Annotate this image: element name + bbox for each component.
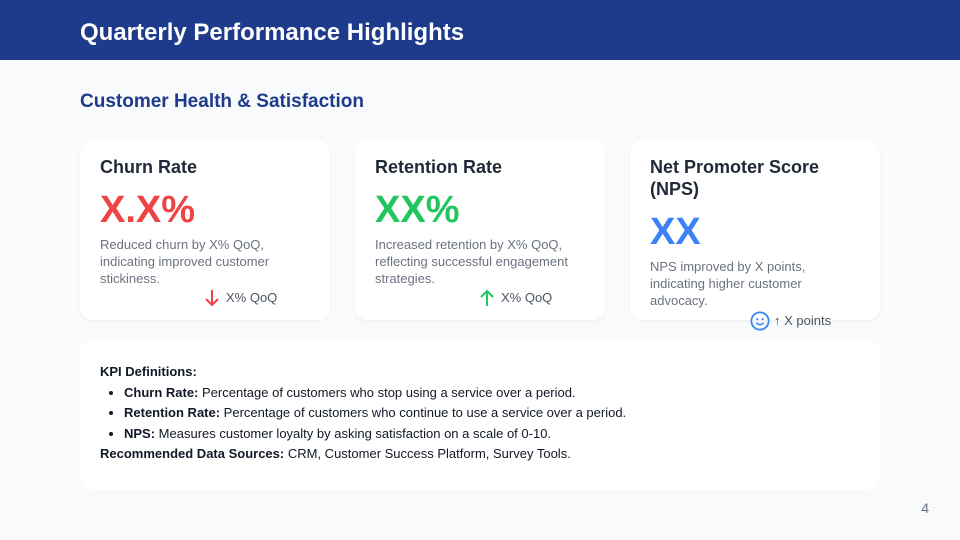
card-value: X.X% xyxy=(100,189,196,231)
trend-text: X% QoQ xyxy=(226,290,278,305)
kpi-definitions: KPI Definitions: Churn Rate: Percentage … xyxy=(80,340,880,490)
slide-title: Quarterly Performance Highlights xyxy=(80,19,465,46)
card-description: Increased retention by X% QoQ, reflectin… xyxy=(375,237,568,286)
card-title: Net Promoter Score (NPS) xyxy=(650,157,820,199)
smiley-icon xyxy=(750,311,770,331)
card-title: Churn Rate xyxy=(100,157,198,177)
sources-label: Recommended Data Sources: xyxy=(100,446,285,461)
retention-card: Retention Rate XX% Increased retention b… xyxy=(355,140,605,320)
nps-card: Net Promoter Score (NPS) XX NPS improved… xyxy=(630,140,880,331)
definition-term: Retention Rate: xyxy=(124,405,221,420)
card-trend: X% QoQ xyxy=(479,289,585,307)
card-trend: ↑ X points xyxy=(750,311,860,331)
churn-card: Churn Rate X.X% Reduced churn by X% QoQ,… xyxy=(80,140,330,320)
card-description: NPS improved by X points, indicating hig… xyxy=(650,259,806,308)
trend-text: ↑ X points xyxy=(774,313,832,328)
header: Quarterly Performance Highlights xyxy=(0,0,960,60)
definition-text: Percentage of customers who stop using a… xyxy=(198,384,576,400)
definition-term: NPS: xyxy=(124,425,156,441)
definition-item: Churn Rate: Percentage of customers who … xyxy=(124,383,860,404)
card-description: Reduced churn by X% QoQ, indicating impr… xyxy=(100,237,270,286)
card-value: XX xyxy=(650,211,701,253)
page-number: 4 xyxy=(921,500,929,516)
section-title: Customer Health & Satisfaction xyxy=(80,91,364,112)
trend-text: X% QoQ xyxy=(501,290,553,305)
definition-item: NPS: Measures customer loyalty by asking… xyxy=(124,424,860,445)
definition-item: Retention Rate: Percentage of customers … xyxy=(124,403,860,424)
data-sources: Recommended Data Sources: CRM, Customer … xyxy=(100,444,860,465)
definitions-heading: KPI Definitions: xyxy=(100,364,197,379)
card-trend: X% QoQ xyxy=(204,289,310,307)
arrow-up-icon xyxy=(480,289,494,306)
card-title: Retention Rate xyxy=(375,157,503,177)
sources-text: CRM, Customer Success Platform, Survey T… xyxy=(284,446,571,461)
arrow-down-icon xyxy=(205,290,219,307)
card-value: XX% xyxy=(375,189,460,231)
definition-text: Measures customer loyalty by asking sati… xyxy=(155,425,552,441)
definition-term: Churn Rate: xyxy=(124,384,199,400)
definition-text: Percentage of customers who continue to … xyxy=(220,405,627,420)
